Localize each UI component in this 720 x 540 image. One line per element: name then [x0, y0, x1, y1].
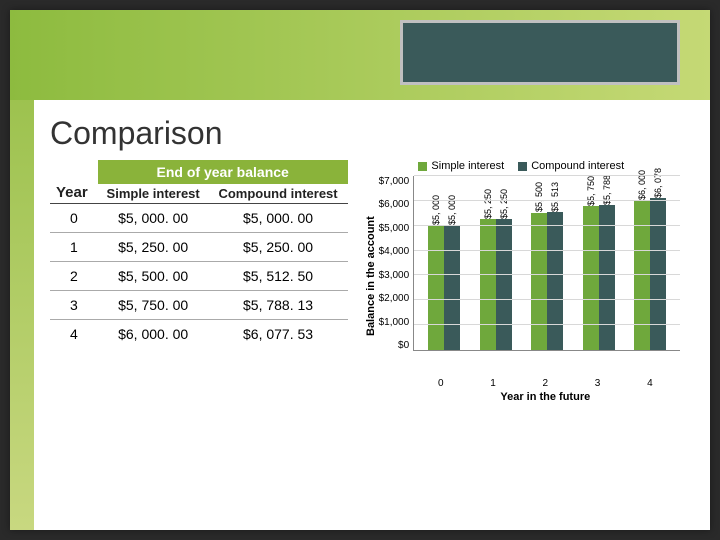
- x-tick: 4: [633, 378, 667, 389]
- y-tick: $4,000: [379, 246, 410, 257]
- columns: Year End of year balance Simple interest…: [50, 160, 680, 403]
- x-tick: 1: [476, 378, 510, 389]
- y-tick: $0: [379, 340, 410, 351]
- cell-compound: $5, 512. 50: [208, 262, 347, 291]
- chart-legend: Simple interest Compound interest: [363, 160, 680, 172]
- y-tick: $3,000: [379, 270, 410, 281]
- slide-title: Comparison: [50, 115, 680, 152]
- cell-simple: $6, 000. 00: [98, 320, 209, 349]
- cell-compound: $5, 250. 00: [208, 233, 347, 262]
- col-simple-header: Simple interest: [98, 184, 209, 204]
- cell-year: 2: [50, 262, 98, 291]
- bar-simple: $5, 000: [428, 225, 444, 350]
- y-tick: $1,000: [379, 317, 410, 328]
- cell-compound: $5, 788. 13: [208, 291, 347, 320]
- grid-line: [414, 324, 680, 325]
- x-axis-title: Year in the future: [411, 391, 680, 403]
- cell-year: 4: [50, 320, 98, 349]
- grid-line: [414, 200, 680, 201]
- balance-chart: Simple interest Compound interest Balanc…: [363, 160, 680, 403]
- bar-simple: $5, 250: [480, 219, 496, 350]
- col-year-header: Year: [50, 160, 98, 204]
- cell-compound: $6, 077. 53: [208, 320, 347, 349]
- table-row: 4$6, 000. 00$6, 077. 53: [50, 320, 348, 349]
- bar-label: $5, 000: [431, 193, 441, 225]
- bar-label: $6, 078: [653, 166, 663, 198]
- bar-compound: $5, 788: [599, 205, 615, 350]
- x-tick: 2: [528, 378, 562, 389]
- cell-year: 3: [50, 291, 98, 320]
- bar-compound: $5, 513: [547, 212, 563, 350]
- x-tick: 0: [424, 378, 458, 389]
- bar-group: $5, 250$5, 250: [480, 219, 512, 350]
- grid-line: [414, 250, 680, 251]
- content-area: Comparison Year End of year balance Simp…: [10, 100, 710, 530]
- x-axis: 0 1 2 3 4: [411, 376, 680, 389]
- bar-label: $6, 000: [637, 168, 647, 200]
- bar-label: $5, 250: [483, 187, 493, 219]
- swatch-compound: [518, 162, 527, 171]
- bar-label: $5, 500: [534, 180, 544, 212]
- legend-compound: Compound interest: [518, 160, 624, 172]
- y-tick: $7,000: [379, 176, 410, 187]
- col-balance-header: End of year balance: [98, 160, 348, 184]
- bar-compound: $5, 000: [444, 225, 460, 350]
- y-tick: $2,000: [379, 293, 410, 304]
- comparison-table: Year End of year balance Simple interest…: [50, 160, 348, 348]
- bar-group: $5, 500$5, 513: [531, 212, 563, 350]
- grid-line: [414, 299, 680, 300]
- slide: Comparison Year End of year balance Simp…: [10, 10, 710, 530]
- plot-area: $5, 000$5, 000$5, 250$5, 250$5, 500$5, 5…: [413, 176, 680, 351]
- bar-label: $5, 513: [550, 180, 560, 212]
- legend-simple: Simple interest: [418, 160, 504, 172]
- bar-label: $5, 000: [447, 193, 457, 225]
- y-axis: $0 $1,000 $2,000 $3,000 $4,000 $5,000 $6,000 $7…: [379, 176, 414, 351]
- bar-group: $5, 000$5, 000: [428, 225, 460, 350]
- table-row: 0$5, 000. 00$5, 000. 00: [50, 204, 348, 233]
- cell-simple: $5, 250. 00: [98, 233, 209, 262]
- legend-simple-label: Simple interest: [431, 160, 504, 172]
- grid-line: [414, 175, 680, 176]
- grid-line: [414, 274, 680, 275]
- cell-simple: $5, 500. 00: [98, 262, 209, 291]
- swatch-simple: [418, 162, 427, 171]
- table-body: 0$5, 000. 00$5, 000. 00 1$5, 250. 00$5, …: [50, 204, 348, 349]
- title-placeholder-box: [400, 20, 680, 85]
- table-row: 1$5, 250. 00$5, 250. 00: [50, 233, 348, 262]
- col-compound-header: Compound interest: [208, 184, 347, 204]
- bar-label: $5, 250: [499, 187, 509, 219]
- cell-compound: $5, 000. 00: [208, 204, 347, 233]
- chart-inner: Balance in the account $0 $1,000 $2,000 $3,…: [363, 176, 680, 376]
- cell-simple: $5, 750. 00: [98, 291, 209, 320]
- y-tick: $5,000: [379, 223, 410, 234]
- bar-simple: $5, 750: [583, 206, 599, 350]
- table-row: 3$5, 750. 00$5, 788. 13: [50, 291, 348, 320]
- table-row: 2$5, 500. 00$5, 512. 50: [50, 262, 348, 291]
- cell-year: 1: [50, 233, 98, 262]
- x-tick: 3: [581, 378, 615, 389]
- bar-label: $5, 750: [586, 174, 596, 206]
- y-tick: $6,000: [379, 199, 410, 210]
- bar-compound: $5, 250: [496, 219, 512, 350]
- cell-year: 0: [50, 204, 98, 233]
- cell-simple: $5, 000. 00: [98, 204, 209, 233]
- legend-compound-label: Compound interest: [531, 160, 624, 172]
- grid-line: [414, 225, 680, 226]
- bar-group: $5, 750$5, 788: [583, 205, 615, 350]
- y-axis-title: Balance in the account: [363, 176, 379, 376]
- bar-simple: $5, 500: [531, 213, 547, 351]
